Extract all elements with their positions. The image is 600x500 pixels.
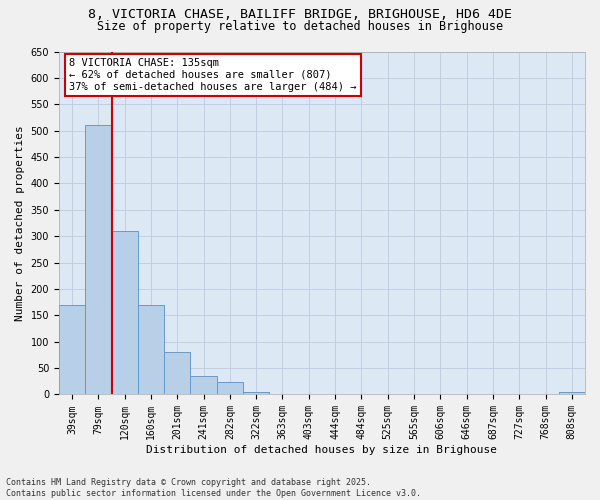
- Bar: [559, 392, 585, 394]
- Text: Size of property relative to detached houses in Brighouse: Size of property relative to detached ho…: [97, 20, 503, 33]
- Bar: [59, 305, 85, 394]
- Bar: [112, 231, 138, 394]
- Bar: [164, 352, 190, 395]
- Bar: [85, 126, 112, 394]
- Text: 8, VICTORIA CHASE, BAILIFF BRIDGE, BRIGHOUSE, HD6 4DE: 8, VICTORIA CHASE, BAILIFF BRIDGE, BRIGH…: [88, 8, 512, 20]
- Bar: [190, 376, 217, 394]
- X-axis label: Distribution of detached houses by size in Brighouse: Distribution of detached houses by size …: [146, 445, 497, 455]
- Y-axis label: Number of detached properties: Number of detached properties: [15, 125, 25, 321]
- Bar: [138, 305, 164, 394]
- Bar: [243, 392, 269, 394]
- Bar: [217, 382, 243, 394]
- Text: Contains HM Land Registry data © Crown copyright and database right 2025.
Contai: Contains HM Land Registry data © Crown c…: [6, 478, 421, 498]
- Text: 8 VICTORIA CHASE: 135sqm
← 62% of detached houses are smaller (807)
37% of semi-: 8 VICTORIA CHASE: 135sqm ← 62% of detach…: [70, 58, 357, 92]
